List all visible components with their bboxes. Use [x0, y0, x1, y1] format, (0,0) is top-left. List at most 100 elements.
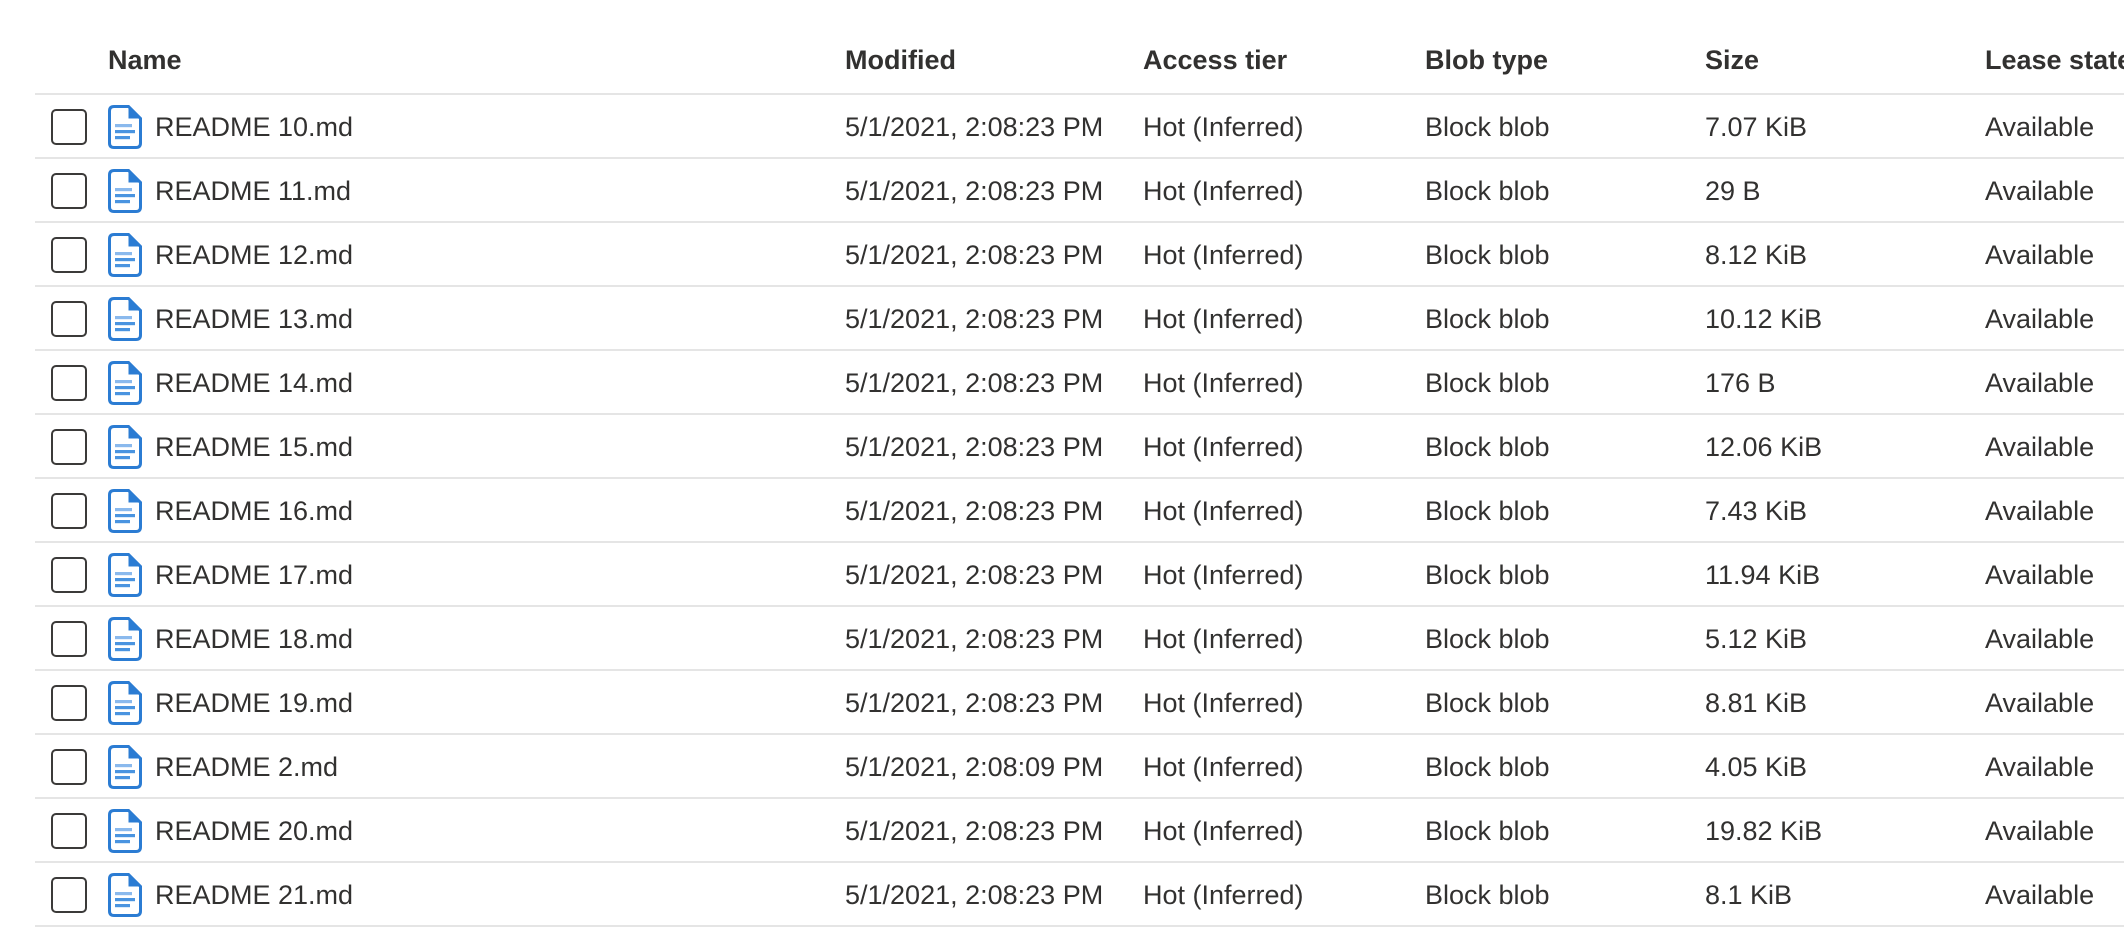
modified-cell: 5/1/2021, 2:08:23 PM — [845, 175, 1104, 206]
row-checkbox[interactable] — [51, 429, 87, 465]
blob-name-link[interactable]: README 20.md — [155, 815, 354, 846]
blob-name-link[interactable]: README 11.md — [155, 175, 352, 206]
access-tier-cell: Hot (Inferred) — [1143, 879, 1304, 910]
table-header-row: Name Modified Access tier Blob type Size… — [0, 0, 2124, 95]
blob-name-cell: README 12.md — [108, 233, 845, 277]
row-checkbox[interactable] — [51, 749, 87, 785]
row-checkbox[interactable] — [51, 301, 87, 337]
modified-cell: 5/1/2021, 2:08:23 PM — [845, 303, 1104, 334]
blob-name-link[interactable]: README 2.md — [155, 751, 339, 782]
size-cell: 8.81 KiB — [1705, 687, 1808, 718]
row-checkbox[interactable] — [51, 493, 87, 529]
size-cell: 4.05 KiB — [1705, 751, 1808, 782]
row-checkbox[interactable] — [51, 813, 87, 849]
blob-document-icon — [108, 105, 142, 149]
blob-name-link[interactable]: README 16.md — [155, 495, 354, 526]
column-header-name: Name — [108, 44, 182, 75]
blob-name-cell: README 17.md — [108, 553, 845, 597]
row-select-cell — [0, 493, 108, 529]
blob-document-icon — [108, 489, 142, 533]
modified-cell: 5/1/2021, 2:08:23 PM — [845, 623, 1104, 654]
row-checkbox[interactable] — [51, 173, 87, 209]
modified-cell: 5/1/2021, 2:08:23 PM — [845, 431, 1104, 462]
blob-type-cell: Block blob — [1425, 815, 1550, 846]
modified-cell: 5/1/2021, 2:08:23 PM — [845, 687, 1104, 718]
row-checkbox[interactable] — [51, 109, 87, 145]
table-row[interactable]: README 17.md 5/1/2021, 2:08:23 PM Hot (I… — [0, 543, 2124, 607]
size-cell: 8.12 KiB — [1705, 239, 1808, 270]
row-select-cell — [0, 877, 108, 913]
column-header-lease-state: Lease state — [1985, 44, 2124, 75]
access-tier-cell: Hot (Inferred) — [1143, 303, 1304, 334]
size-cell: 7.07 KiB — [1705, 111, 1808, 142]
blob-type-cell: Block blob — [1425, 239, 1550, 270]
row-select-cell — [0, 237, 108, 273]
blob-document-icon — [108, 617, 142, 661]
access-tier-cell: Hot (Inferred) — [1143, 751, 1304, 782]
blob-name-cell: README 20.md — [108, 809, 845, 853]
blob-name-cell: README 19.md — [108, 681, 845, 725]
blob-name-cell: README 10.md — [108, 105, 845, 149]
table-row[interactable]: README 20.md 5/1/2021, 2:08:23 PM Hot (I… — [0, 799, 2124, 863]
access-tier-cell: Hot (Inferred) — [1143, 687, 1304, 718]
modified-cell: 5/1/2021, 2:08:23 PM — [845, 239, 1104, 270]
blob-document-icon — [108, 425, 142, 469]
table-row[interactable]: README 2.md 5/1/2021, 2:08:09 PM Hot (In… — [0, 735, 2124, 799]
row-checkbox[interactable] — [51, 685, 87, 721]
row-select-cell — [0, 685, 108, 721]
table-row[interactable]: README 10.md 5/1/2021, 2:08:23 PM Hot (I… — [0, 95, 2124, 159]
lease-state-cell: Available — [1985, 303, 2095, 334]
size-cell: 10.12 KiB — [1705, 303, 1823, 334]
blob-name-link[interactable]: README 18.md — [155, 623, 354, 654]
column-header-blob-type: Blob type — [1425, 44, 1549, 75]
blob-type-cell: Block blob — [1425, 751, 1550, 782]
lease-state-cell: Available — [1985, 495, 2095, 526]
blob-name-cell: README 13.md — [108, 297, 845, 341]
blob-name-link[interactable]: README 21.md — [155, 879, 354, 910]
table-row[interactable]: README 15.md 5/1/2021, 2:08:23 PM Hot (I… — [0, 415, 2124, 479]
row-select-cell — [0, 621, 108, 657]
size-cell: 7.43 KiB — [1705, 495, 1808, 526]
table-row[interactable]: README 12.md 5/1/2021, 2:08:23 PM Hot (I… — [0, 223, 2124, 287]
blob-name-link[interactable]: README 12.md — [155, 239, 354, 270]
access-tier-cell: Hot (Inferred) — [1143, 559, 1304, 590]
blob-name-link[interactable]: README 15.md — [155, 431, 354, 462]
lease-state-cell: Available — [1985, 623, 2095, 654]
size-cell: 12.06 KiB — [1705, 431, 1823, 462]
row-checkbox[interactable] — [51, 877, 87, 913]
blob-name-link[interactable]: README 14.md — [155, 367, 354, 398]
row-checkbox[interactable] — [51, 557, 87, 593]
modified-cell: 5/1/2021, 2:08:23 PM — [845, 367, 1104, 398]
row-checkbox[interactable] — [51, 365, 87, 401]
row-checkbox[interactable] — [51, 237, 87, 273]
access-tier-cell: Hot (Inferred) — [1143, 431, 1304, 462]
table-row[interactable]: README 21.md 5/1/2021, 2:08:23 PM Hot (I… — [0, 863, 2124, 927]
table-row[interactable]: README 19.md 5/1/2021, 2:08:23 PM Hot (I… — [0, 671, 2124, 735]
blob-name-cell: README 11.md — [108, 169, 845, 213]
lease-state-cell: Available — [1985, 431, 2095, 462]
blob-type-cell: Block blob — [1425, 431, 1550, 462]
access-tier-cell: Hot (Inferred) — [1143, 623, 1304, 654]
blob-type-cell: Block blob — [1425, 175, 1550, 206]
blob-name-cell: README 18.md — [108, 617, 845, 661]
access-tier-cell: Hot (Inferred) — [1143, 175, 1304, 206]
table-row[interactable]: README 14.md 5/1/2021, 2:08:23 PM Hot (I… — [0, 351, 2124, 415]
blob-type-cell: Block blob — [1425, 559, 1550, 590]
lease-state-cell: Available — [1985, 175, 2095, 206]
modified-cell: 5/1/2021, 2:08:23 PM — [845, 495, 1104, 526]
table-row[interactable]: README 11.md 5/1/2021, 2:08:23 PM Hot (I… — [0, 159, 2124, 223]
table-row[interactable]: README 18.md 5/1/2021, 2:08:23 PM Hot (I… — [0, 607, 2124, 671]
blob-name-link[interactable]: README 10.md — [155, 111, 354, 142]
access-tier-cell: Hot (Inferred) — [1143, 111, 1304, 142]
table-row[interactable]: README 16.md 5/1/2021, 2:08:23 PM Hot (I… — [0, 479, 2124, 543]
modified-cell: 5/1/2021, 2:08:23 PM — [845, 559, 1104, 590]
blob-name-link[interactable]: README 17.md — [155, 559, 354, 590]
blob-name-link[interactable]: README 19.md — [155, 687, 354, 718]
table-row[interactable]: README 13.md 5/1/2021, 2:08:23 PM Hot (I… — [0, 287, 2124, 351]
blob-document-icon — [108, 681, 142, 725]
modified-cell: 5/1/2021, 2:08:23 PM — [845, 879, 1104, 910]
lease-state-cell: Available — [1985, 239, 2095, 270]
blob-name-link[interactable]: README 13.md — [155, 303, 354, 334]
row-checkbox[interactable] — [51, 621, 87, 657]
